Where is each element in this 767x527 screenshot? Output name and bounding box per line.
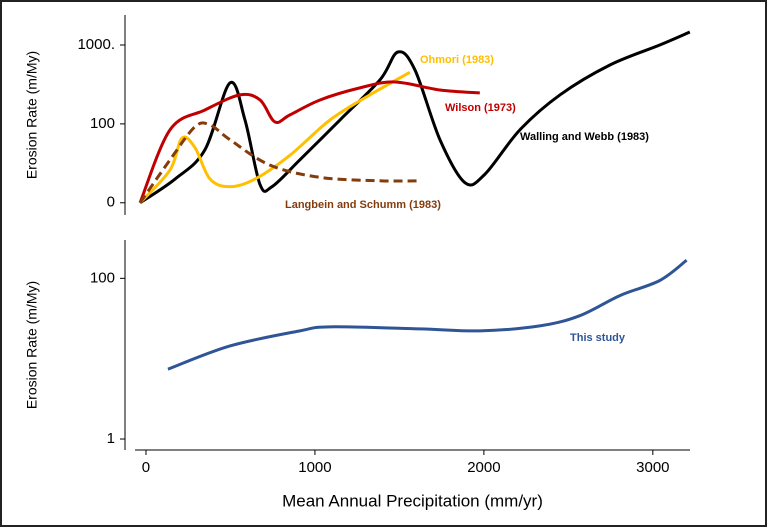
series-label: This study bbox=[570, 332, 626, 344]
series-label: Ohmori (1983) bbox=[420, 54, 494, 66]
series-line bbox=[138, 80, 480, 204]
series-label: Langbein and Schumm (1983) bbox=[285, 199, 441, 211]
x-tick-label: 0 bbox=[142, 459, 150, 476]
y-tick-label: 1000. bbox=[77, 36, 115, 53]
series-label: Walling and Webb (1983) bbox=[520, 131, 649, 143]
x-tick-label: 2000 bbox=[467, 459, 500, 476]
x-tick-label: 3000 bbox=[636, 459, 669, 476]
y-tick-label: 1 bbox=[107, 430, 115, 447]
y-tick-label: 0 bbox=[107, 194, 115, 211]
series-line bbox=[139, 30, 691, 205]
series-line bbox=[167, 259, 688, 371]
y-tick-label: 100 bbox=[90, 115, 115, 132]
y-tick-label: 100 bbox=[90, 269, 115, 286]
series-label: Wilson (1973) bbox=[445, 102, 516, 114]
series-line bbox=[138, 71, 411, 204]
x-axis-label: Mean Annual Precipitation (mm/yr) bbox=[282, 491, 543, 510]
y-axis-label: Erosion Rate (m/My) bbox=[24, 281, 40, 409]
x-tick-label: 1000 bbox=[298, 459, 331, 476]
y-axis-label: Erosion Rate (m/My) bbox=[24, 51, 40, 179]
